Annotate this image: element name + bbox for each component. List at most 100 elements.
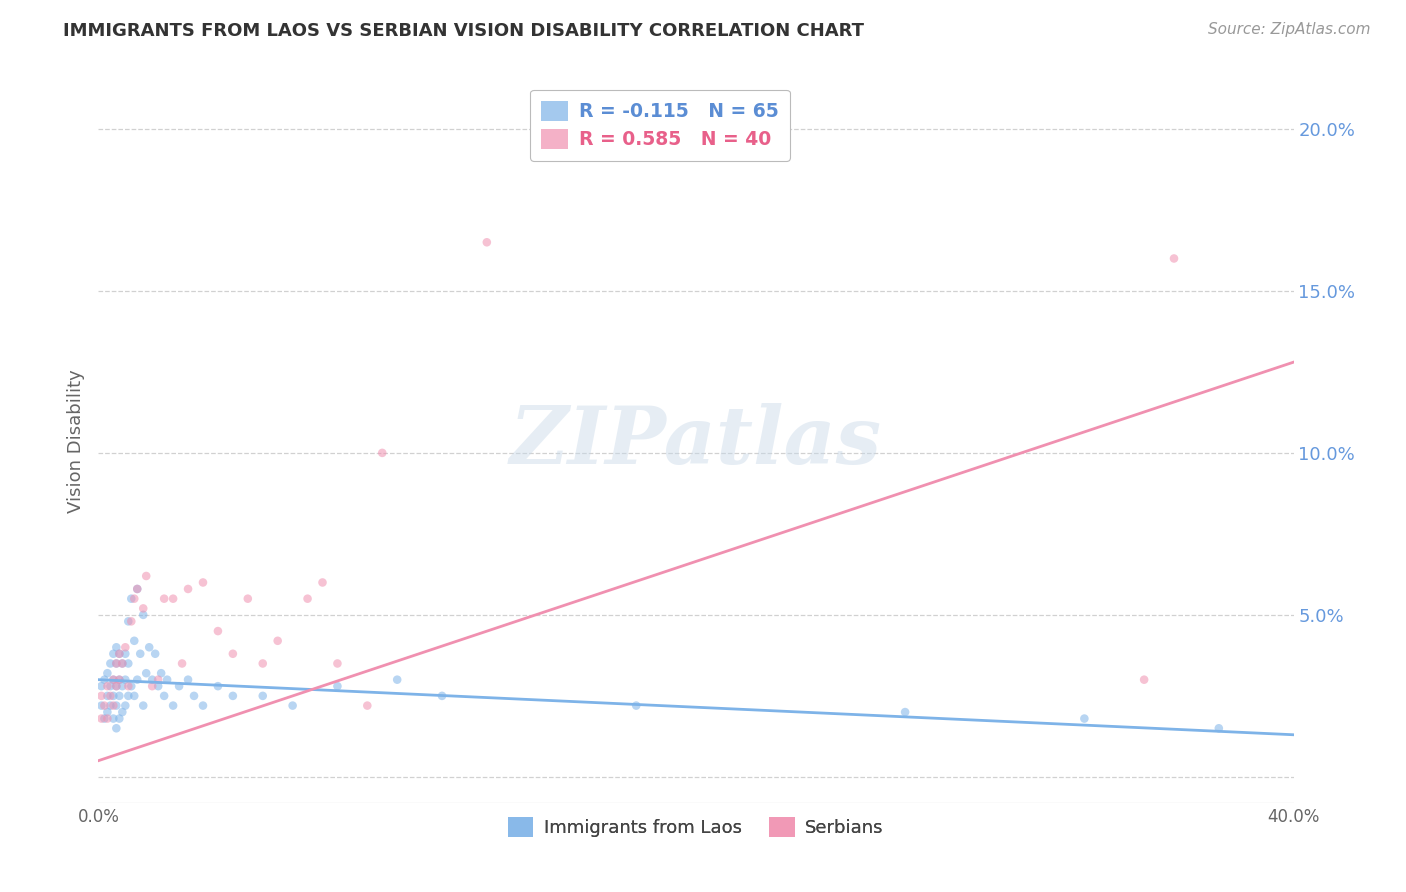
Point bbox=[103, 647, 125, 661]
Point bbox=[96, 712, 118, 726]
Point bbox=[430, 689, 453, 703]
Point bbox=[222, 689, 245, 703]
Point bbox=[114, 698, 136, 713]
Point bbox=[111, 679, 134, 693]
Point bbox=[96, 679, 118, 693]
Point bbox=[111, 657, 134, 671]
Point bbox=[111, 705, 134, 719]
Point bbox=[356, 698, 378, 713]
Point bbox=[117, 679, 139, 693]
Point bbox=[252, 689, 274, 703]
Point bbox=[222, 647, 245, 661]
Point bbox=[103, 698, 125, 713]
Point bbox=[117, 657, 139, 671]
Point bbox=[105, 679, 128, 693]
Point bbox=[385, 673, 409, 687]
Point bbox=[108, 689, 131, 703]
Text: Source: ZipAtlas.com: Source: ZipAtlas.com bbox=[1208, 22, 1371, 37]
Point bbox=[105, 640, 128, 655]
Point bbox=[135, 666, 157, 681]
Point bbox=[90, 698, 112, 713]
Point bbox=[103, 673, 125, 687]
Point bbox=[103, 673, 125, 687]
Point bbox=[894, 705, 917, 719]
Point bbox=[148, 679, 170, 693]
Legend: Immigrants from Laos, Serbians: Immigrants from Laos, Serbians bbox=[501, 810, 891, 845]
Point bbox=[127, 673, 149, 687]
Point bbox=[236, 591, 259, 606]
Point bbox=[90, 712, 112, 726]
Point bbox=[120, 615, 142, 629]
Point bbox=[1208, 721, 1230, 735]
Point bbox=[114, 673, 136, 687]
Point bbox=[103, 712, 125, 726]
Point bbox=[120, 591, 142, 606]
Point bbox=[150, 666, 173, 681]
Point bbox=[371, 446, 394, 460]
Point bbox=[105, 698, 128, 713]
Point bbox=[114, 647, 136, 661]
Point bbox=[132, 698, 155, 713]
Point bbox=[172, 657, 194, 671]
Point bbox=[191, 698, 214, 713]
Point bbox=[90, 679, 112, 693]
Point bbox=[177, 673, 200, 687]
Point bbox=[207, 624, 229, 638]
Point bbox=[93, 712, 115, 726]
Point bbox=[141, 679, 163, 693]
Point bbox=[117, 689, 139, 703]
Point bbox=[143, 647, 166, 661]
Point bbox=[1163, 252, 1185, 266]
Point bbox=[191, 575, 214, 590]
Point bbox=[148, 673, 170, 687]
Point bbox=[281, 698, 304, 713]
Point bbox=[108, 673, 131, 687]
Point bbox=[105, 721, 128, 735]
Text: ZIPatlas: ZIPatlas bbox=[510, 403, 882, 480]
Point bbox=[311, 575, 333, 590]
Point bbox=[1133, 673, 1156, 687]
Y-axis label: Vision Disability: Vision Disability bbox=[66, 369, 84, 514]
Point bbox=[297, 591, 319, 606]
Point bbox=[167, 679, 190, 693]
Point bbox=[252, 657, 274, 671]
Point bbox=[326, 657, 349, 671]
Point bbox=[127, 582, 149, 596]
Point bbox=[141, 673, 163, 687]
Point bbox=[127, 582, 149, 596]
Point bbox=[108, 647, 131, 661]
Point bbox=[105, 657, 128, 671]
Point bbox=[153, 591, 176, 606]
Point bbox=[98, 657, 122, 671]
Point bbox=[111, 657, 134, 671]
Point bbox=[138, 640, 160, 655]
Point bbox=[93, 673, 115, 687]
Point bbox=[267, 633, 290, 648]
Point bbox=[129, 647, 152, 661]
Point bbox=[207, 679, 229, 693]
Point bbox=[96, 666, 118, 681]
Point bbox=[177, 582, 200, 596]
Point bbox=[1073, 712, 1095, 726]
Point bbox=[124, 591, 146, 606]
Point bbox=[183, 689, 205, 703]
Point bbox=[98, 679, 122, 693]
Point bbox=[98, 689, 122, 703]
Point bbox=[96, 705, 118, 719]
Point bbox=[114, 640, 136, 655]
Point bbox=[108, 673, 131, 687]
Point bbox=[132, 607, 155, 622]
Point bbox=[117, 615, 139, 629]
Point bbox=[132, 601, 155, 615]
Point bbox=[326, 679, 349, 693]
Point bbox=[105, 657, 128, 671]
Point bbox=[96, 689, 118, 703]
Point bbox=[124, 689, 146, 703]
Point bbox=[93, 698, 115, 713]
Point bbox=[108, 647, 131, 661]
Text: IMMIGRANTS FROM LAOS VS SERBIAN VISION DISABILITY CORRELATION CHART: IMMIGRANTS FROM LAOS VS SERBIAN VISION D… bbox=[63, 22, 865, 40]
Point bbox=[135, 569, 157, 583]
Point bbox=[156, 673, 179, 687]
Point bbox=[124, 633, 146, 648]
Point bbox=[90, 689, 112, 703]
